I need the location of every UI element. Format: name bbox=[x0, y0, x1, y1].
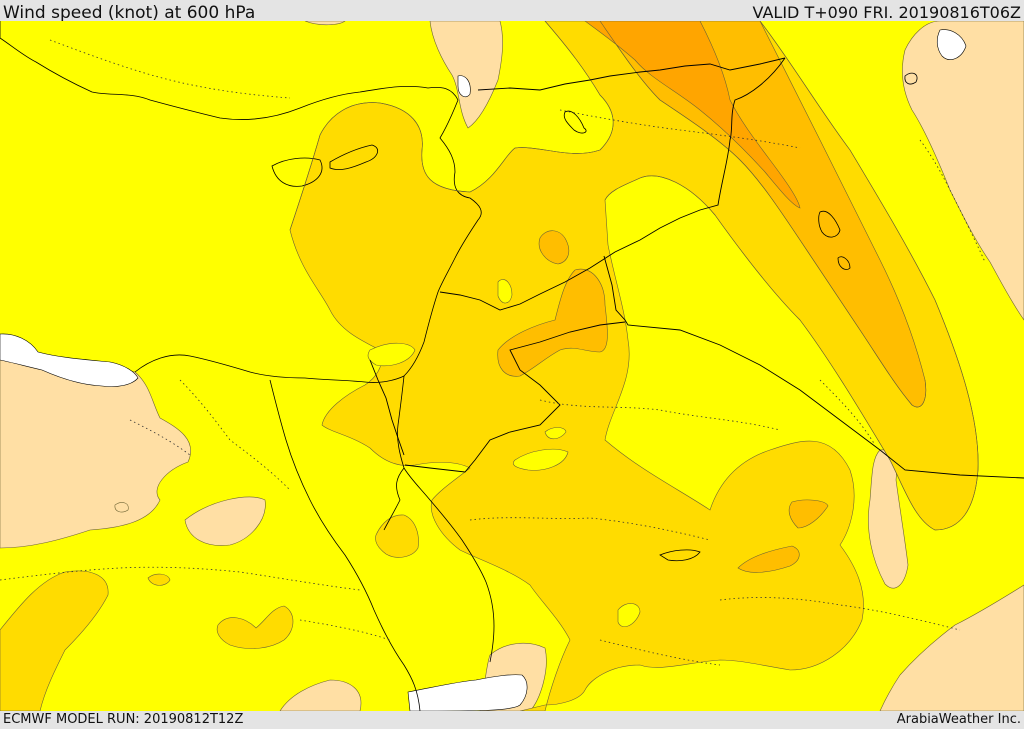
light-wind-pocket bbox=[367, 342, 416, 367]
jet-core-region bbox=[584, 21, 801, 209]
low-wind-region bbox=[902, 21, 1024, 321]
province-line bbox=[299, 619, 391, 641]
coastline bbox=[659, 549, 701, 562]
low-wind-region bbox=[429, 21, 503, 129]
province-line bbox=[559, 109, 801, 149]
province-boundaries bbox=[0, 39, 986, 666]
border-line bbox=[477, 57, 786, 91]
moderate-wind-region bbox=[147, 573, 171, 586]
light-wind-pocket bbox=[544, 427, 567, 440]
province-line bbox=[599, 639, 721, 666]
no-data-area bbox=[457, 75, 471, 98]
province-line bbox=[539, 399, 781, 431]
lake-outline bbox=[818, 210, 841, 238]
model-run-label: ECMWF MODEL RUN: 20190812T12Z bbox=[3, 712, 244, 727]
coastline bbox=[403, 467, 495, 663]
lake-outline bbox=[563, 110, 587, 134]
no-data-area bbox=[936, 29, 967, 60]
light-wind-pocket bbox=[497, 279, 513, 304]
valid-time-label: VALID T+090 FRI. 20190816T06Z bbox=[752, 3, 1021, 22]
province-line bbox=[919, 139, 986, 263]
low-wind-region bbox=[114, 502, 129, 513]
contour-line bbox=[289, 21, 614, 231]
strong-wind-region bbox=[538, 230, 570, 265]
strong-wind-region bbox=[788, 499, 829, 529]
map-title: Wind speed (knot) at 600 hPa bbox=[3, 3, 256, 23]
border-line bbox=[404, 321, 626, 473]
light-wind-pocket bbox=[512, 448, 569, 471]
low-wind-region bbox=[279, 679, 362, 711]
strong-wind-region bbox=[737, 545, 800, 573]
coastline bbox=[904, 72, 918, 85]
moderate-wind-region bbox=[216, 605, 294, 649]
credit-label: ArabiaWeather Inc. bbox=[896, 712, 1021, 727]
border-line bbox=[439, 57, 786, 311]
coastline bbox=[271, 157, 323, 187]
province-line bbox=[819, 379, 876, 446]
coastline bbox=[0, 21, 482, 383]
lake-outline bbox=[837, 256, 851, 270]
contour-line bbox=[604, 21, 979, 531]
no-data-area bbox=[0, 333, 139, 387]
moderate-wind-region bbox=[0, 570, 109, 711]
low-wind-region bbox=[304, 21, 346, 26]
country-borders bbox=[369, 57, 1024, 479]
low-wind-region bbox=[879, 584, 1024, 711]
contour-line bbox=[599, 21, 927, 408]
coastline bbox=[329, 144, 379, 170]
coastline bbox=[269, 379, 421, 711]
no-data-area bbox=[407, 674, 528, 711]
wind-contours bbox=[289, 21, 979, 531]
province-line bbox=[49, 39, 291, 99]
border-line bbox=[369, 359, 405, 456]
province-line bbox=[719, 597, 961, 631]
low-wind-region bbox=[868, 449, 909, 589]
border-line bbox=[603, 255, 1024, 479]
wind-speed-map bbox=[0, 21, 1024, 711]
light-wind-pocket bbox=[617, 603, 641, 627]
low-wind-region bbox=[184, 496, 266, 546]
